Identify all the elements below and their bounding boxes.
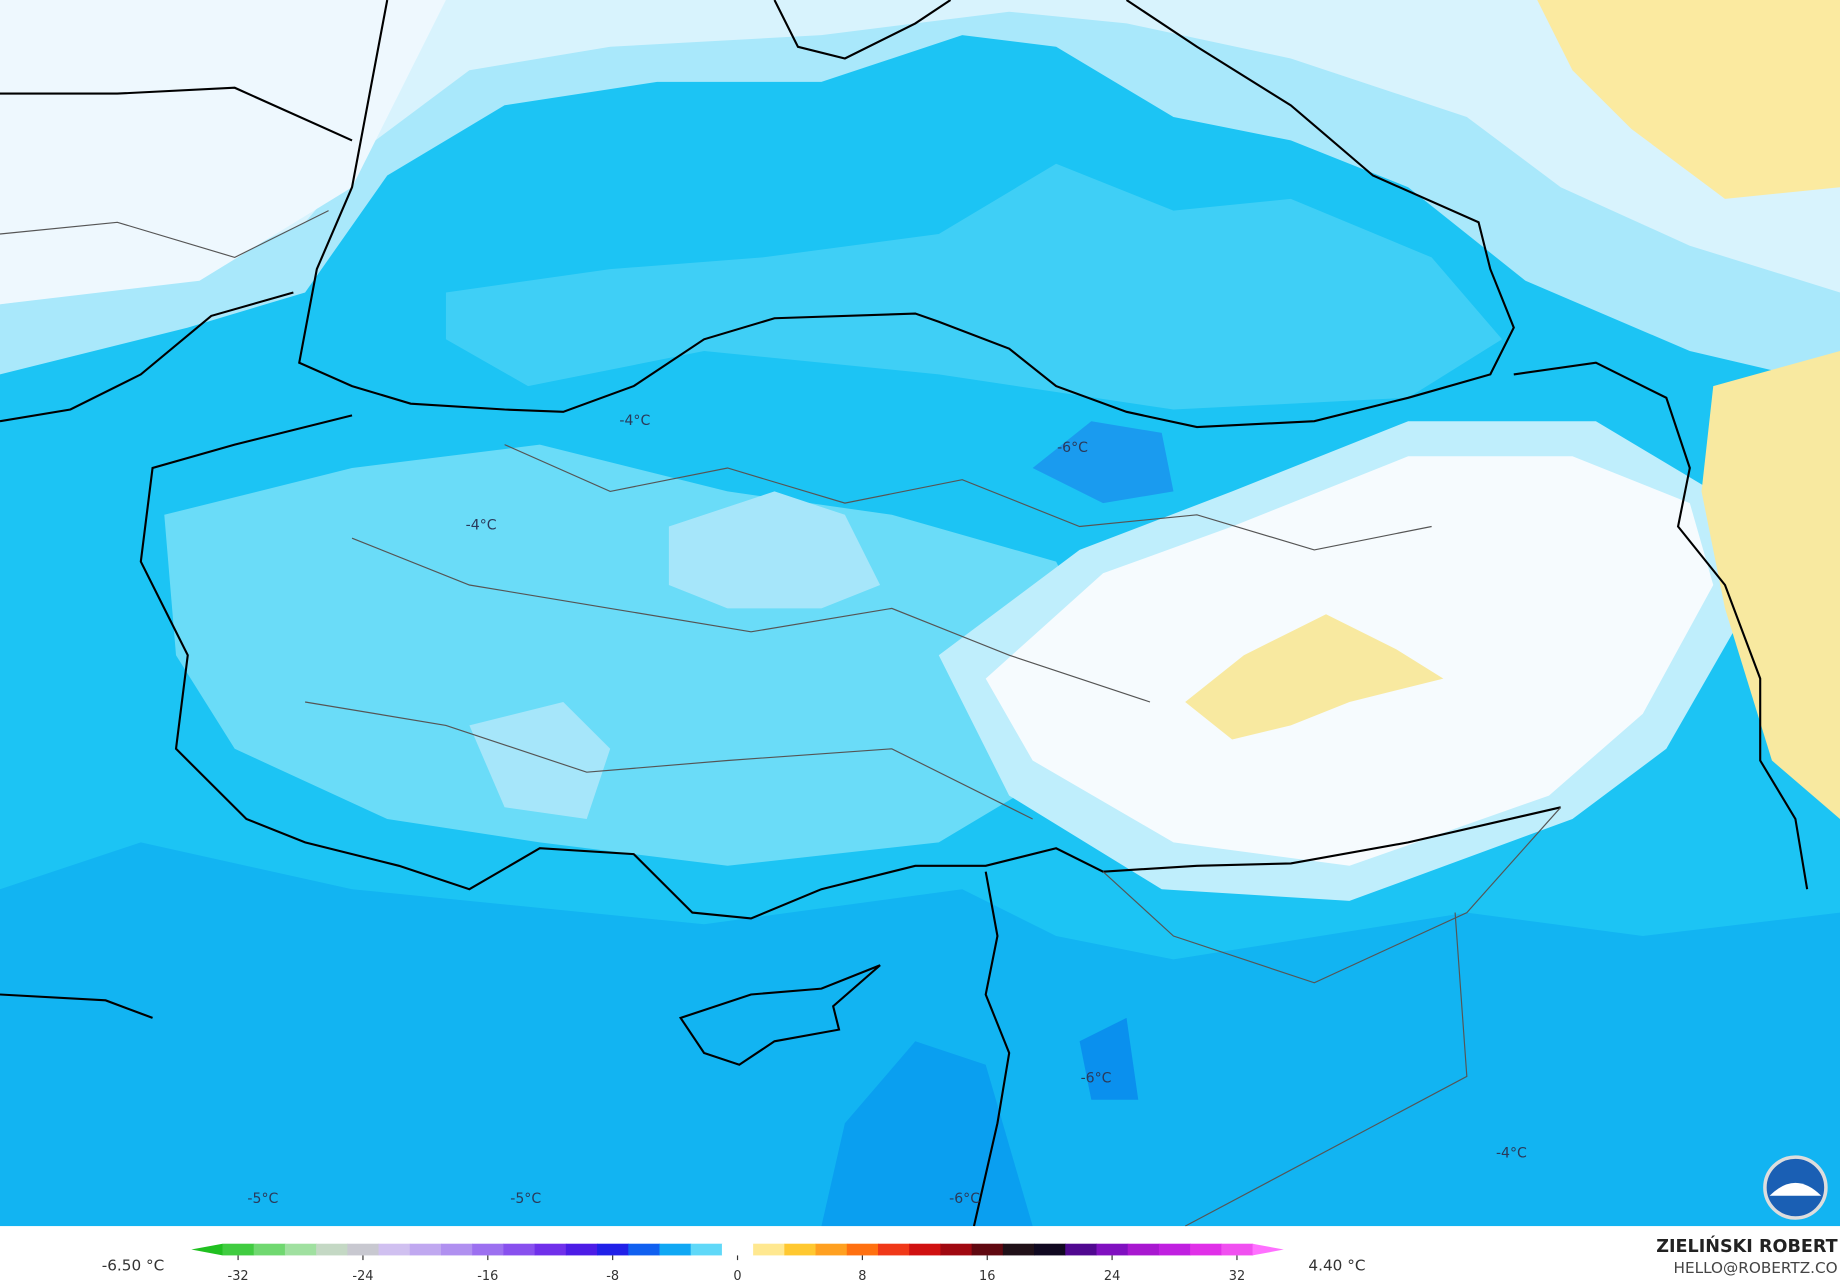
colorbar-segment <box>628 1243 661 1256</box>
contour-label: -6°C <box>1057 440 1088 456</box>
colorbar-tick-label: -24 <box>352 1269 373 1284</box>
colorbar-segment <box>877 1243 910 1256</box>
logo-wave <box>1769 1182 1822 1196</box>
colorbar-segment <box>815 1243 848 1256</box>
colorbar-segment <box>316 1243 348 1256</box>
colorbar-segment <box>409 1243 442 1256</box>
temperature-zone <box>1537 0 1840 199</box>
colorbar-segment <box>909 1243 942 1256</box>
coastline <box>0 291 294 423</box>
colorbar: -32 -24 -16 -8 0 8 16 24 32 <box>191 1243 1284 1284</box>
contour-labels: -4°C -6°C -4°C -6°C -6°C -5°C -5°C -4°C <box>247 413 1527 1207</box>
colorbar-segment <box>753 1243 785 1256</box>
colorbar-tick-label: 16 <box>979 1269 995 1284</box>
footer <box>0 1226 1840 1287</box>
colorbar-segment <box>565 1243 598 1256</box>
colorbar-segment <box>721 1243 754 1256</box>
colorbar-tick-label: 32 <box>1229 1269 1245 1284</box>
colorbar-tick-label: 0 <box>733 1269 741 1284</box>
border <box>305 701 1033 820</box>
colorbar-segment <box>347 1243 380 1256</box>
borders <box>0 210 1562 1227</box>
temperature-zone <box>1079 1017 1139 1100</box>
border <box>351 537 1151 703</box>
temperature-zone <box>0 0 1840 387</box>
colorbar-segment <box>1158 1243 1191 1256</box>
colorbar-tick-label: -8 <box>606 1269 619 1284</box>
temperature-zone <box>0 0 1840 305</box>
colorbar-segment <box>940 1243 973 1256</box>
colorbar-segment <box>690 1243 723 1256</box>
contour-label: -6°C <box>949 1191 980 1207</box>
temperature-zone <box>1701 351 1840 819</box>
colorbar-segment <box>253 1243 286 1256</box>
colorbar-max-label: 4.40 °C <box>1308 1256 1365 1274</box>
colorbar-segment <box>284 1243 317 1256</box>
colorbar-segment <box>378 1243 411 1256</box>
coastline <box>0 86 353 142</box>
coastline <box>773 0 952 60</box>
coastline <box>972 871 1011 1227</box>
temperature-zone <box>821 1041 1033 1227</box>
coastline <box>298 0 1515 429</box>
colorbar-segment <box>1221 1243 1254 1256</box>
colorbar-segment <box>1190 1243 1222 1256</box>
temperature-zone <box>164 444 1104 866</box>
colorbar-min-label: -6.50 °C <box>102 1256 165 1274</box>
contour-label: -4°C <box>466 517 497 533</box>
coastline <box>139 414 1561 920</box>
colorbar-segment <box>971 1243 1004 1256</box>
coastlines <box>0 0 1809 1227</box>
coastline <box>678 964 881 1066</box>
colorbar-segment <box>1065 1243 1098 1256</box>
colorbar-segment <box>440 1243 473 1256</box>
coastline <box>0 993 153 1019</box>
temperature-zone <box>469 702 611 819</box>
colorbar-segment <box>784 1243 817 1256</box>
contour-label: -4°C <box>1496 1146 1527 1162</box>
colorbar-segment <box>191 1243 223 1256</box>
colorbar-tick-label: -32 <box>228 1269 249 1284</box>
colorbar-segment <box>597 1243 629 1256</box>
temperature-zone <box>1032 421 1174 504</box>
border <box>504 444 1432 551</box>
temperature-zone <box>0 0 446 305</box>
colorbar-segment <box>1127 1243 1160 1256</box>
contour-label: -4°C <box>619 413 650 429</box>
colorbar-segment <box>222 1243 255 1256</box>
temperature-zone <box>445 163 1503 410</box>
temperature-zone <box>1185 614 1444 740</box>
colorbar-tick-label: 8 <box>858 1269 866 1284</box>
colorbar-tick-label: 24 <box>1104 1269 1120 1284</box>
contour-label: -5°C <box>510 1191 541 1207</box>
coastline <box>1513 361 1809 890</box>
noaa-logo <box>1763 1155 1828 1220</box>
author: ZIELIŃSKI ROBERT <box>1656 1235 1837 1257</box>
colorbar-segment <box>534 1243 567 1256</box>
contour-label: -5°C <box>247 1191 278 1207</box>
colorbar-segment <box>1002 1243 1035 1256</box>
colorbar-segment <box>1252 1243 1284 1256</box>
contour-label: -6°C <box>1081 1071 1112 1087</box>
colorbar-tick-label: -16 <box>477 1269 498 1284</box>
colorbar-segment <box>659 1243 692 1256</box>
border <box>0 210 329 259</box>
temperature-zone <box>0 842 1840 1227</box>
colorbar-segment <box>1034 1243 1066 1256</box>
colorbar-segment <box>503 1243 536 1256</box>
email: HELLO@ROBERTZ.CO <box>1673 1259 1837 1277</box>
colorbar-segment <box>472 1243 505 1256</box>
colorbar-segment <box>846 1243 879 1256</box>
border <box>1184 912 1468 1227</box>
map: -4°C -6°C -4°C -6°C -6°C -5°C -5°C -4°C <box>0 0 1840 1227</box>
temperature-zone <box>668 491 881 609</box>
border <box>1102 806 1562 984</box>
colorbar-segment <box>1096 1243 1129 1256</box>
